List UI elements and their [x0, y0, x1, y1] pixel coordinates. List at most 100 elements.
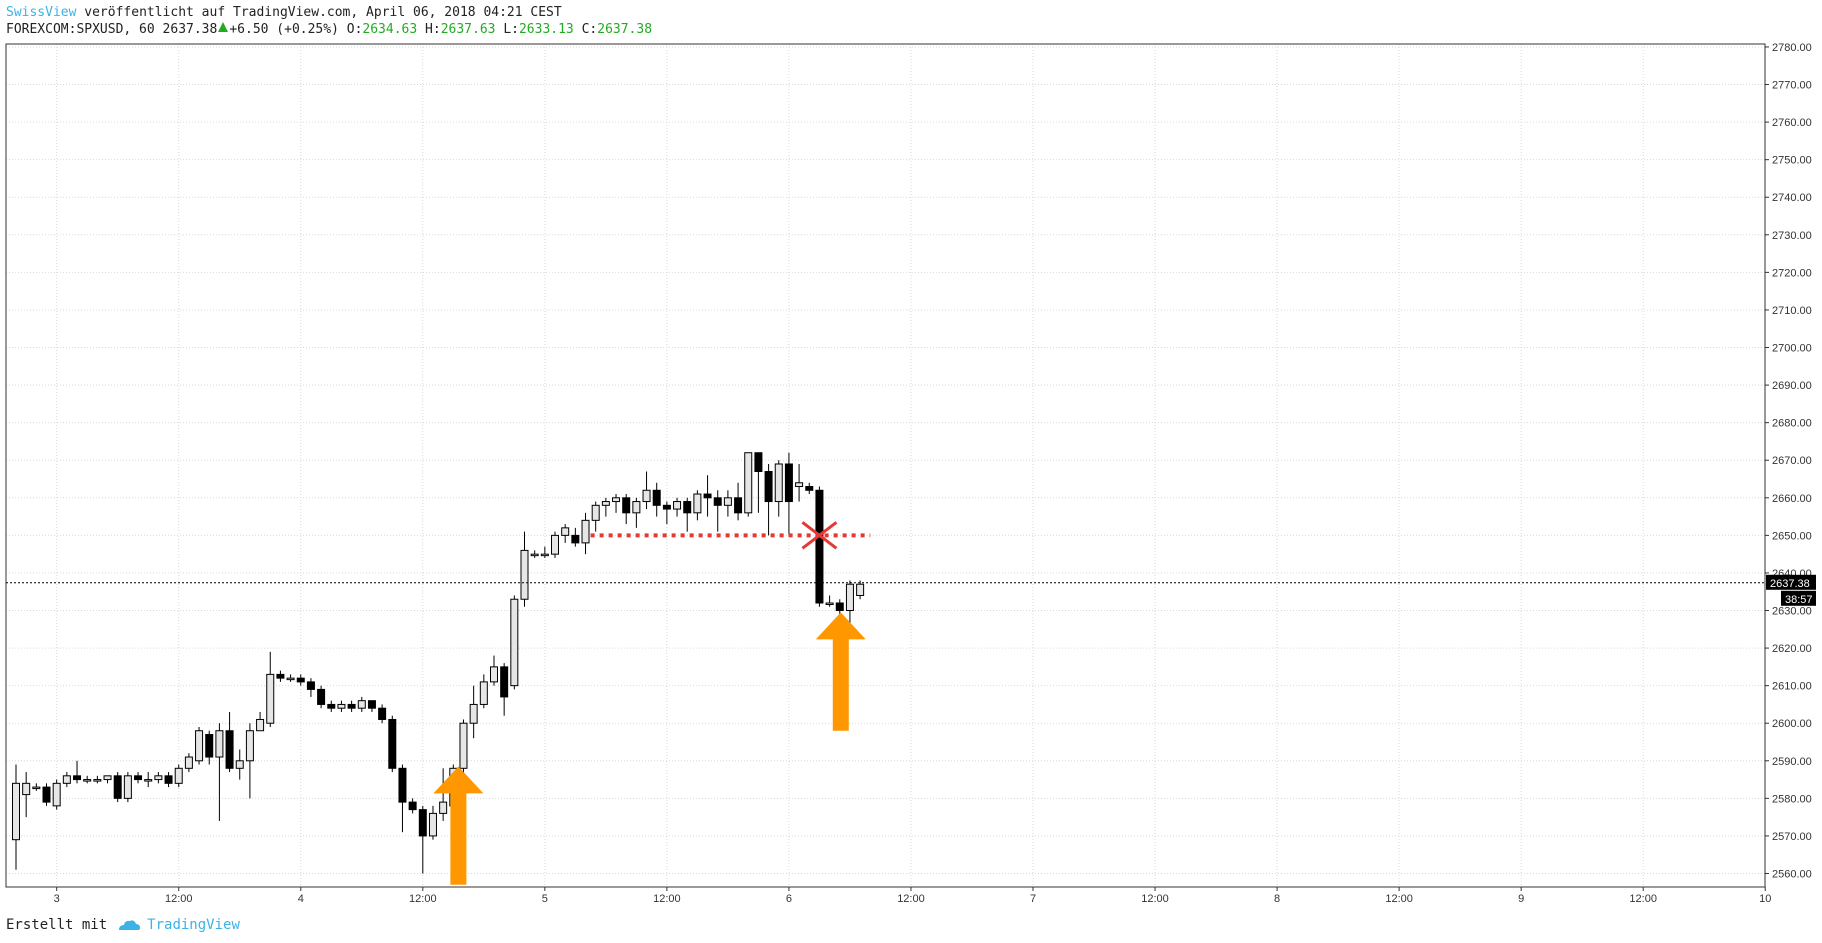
candle-up — [673, 501, 682, 510]
candle-up — [795, 482, 804, 488]
candle-up — [123, 775, 132, 799]
price-tick-label: 2700.00 — [1772, 343, 1812, 355]
candle-up — [12, 782, 20, 841]
candle-down — [42, 786, 51, 803]
time-tick-label: 12:00 — [897, 893, 925, 905]
price-tick-label: 2620.00 — [1772, 643, 1812, 655]
price-tick-label: 2690.00 — [1772, 380, 1812, 392]
candle-up — [195, 730, 204, 762]
footer: Erstellt mit TradingView — [6, 917, 240, 933]
time-axis[interactable]: 3 12:00 4 12:00 5 12:00 6 12:00 7 12:00 8 12:00 9 12:… — [54, 887, 1772, 905]
price-tick-label: 2590.00 — [1772, 756, 1812, 768]
candle-up — [551, 534, 560, 555]
candle-up — [52, 782, 61, 807]
cross-mark-icon — [801, 521, 838, 550]
candle-up — [439, 801, 448, 814]
candle-up — [103, 775, 112, 781]
time-tick-label: 6 — [786, 893, 792, 905]
candle-up — [612, 497, 621, 503]
candle-up — [845, 583, 854, 612]
candle-down — [703, 493, 712, 499]
price-tick-label: 2710.00 — [1772, 305, 1812, 317]
up-arrow-icon — [815, 612, 866, 731]
price-tick-label: 2760.00 — [1772, 117, 1812, 129]
candle-up — [32, 786, 41, 790]
price-tick-label: 2560.00 — [1772, 869, 1812, 881]
candle-up — [591, 504, 600, 521]
time-tick-label: 7 — [1030, 893, 1036, 905]
high-label: H: — [425, 22, 441, 37]
candle-down — [388, 718, 397, 769]
high-value: 2637.63 — [440, 22, 496, 37]
candle-up — [601, 501, 610, 506]
candle-up — [215, 730, 224, 758]
candle-up — [479, 681, 488, 705]
price-tick-label: 2570.00 — [1772, 831, 1812, 843]
ohlc-line: FOREXCOM:SPXUSD, 60 2637.38 +6.50 (+0.25%… — [6, 21, 652, 38]
publish-line: SwissView veröffentlicht auf TradingView… — [6, 4, 652, 21]
candle-down — [276, 673, 285, 679]
open-label: O: — [346, 22, 363, 37]
tradingview-link[interactable]: TradingView — [147, 917, 240, 933]
countdown-text: 38:57 — [1785, 594, 1813, 606]
candle-up — [256, 718, 265, 732]
time-tick-label: 10 — [1759, 893, 1771, 905]
created-with-text: Erstellt mit — [6, 917, 108, 933]
time-tick-label: 12:00 — [1629, 893, 1657, 905]
grid-layer — [6, 44, 1766, 887]
candle-down — [205, 733, 214, 758]
price-tick-label: 2750.00 — [1772, 155, 1812, 167]
annotations-layer — [433, 521, 871, 885]
current-price-tag: 2637.38 38:57 — [1766, 574, 1816, 606]
candle-up — [93, 779, 102, 782]
candle-up — [266, 673, 275, 724]
candle-down — [652, 489, 661, 506]
up-triangle-icon — [218, 22, 229, 32]
candlestick-chart[interactable]: 2560.00 2570.00 2580.00 2590.00 2600.00 2610.… — [0, 0, 1822, 910]
candle-up — [337, 703, 346, 709]
candle-down — [113, 775, 122, 799]
candle-up — [530, 553, 539, 557]
candle-up — [144, 779, 153, 782]
candle-up — [154, 775, 163, 781]
publish-text: veröffentlicht auf TradingView.com, Apri… — [84, 5, 562, 20]
price-tick-label: 2660.00 — [1772, 493, 1812, 505]
candle-down — [327, 703, 336, 709]
price-tick-label: 2680.00 — [1772, 418, 1812, 430]
candle-up — [642, 489, 651, 503]
candle-up — [489, 666, 498, 683]
close-label: C: — [581, 22, 598, 37]
candle-down — [764, 471, 773, 503]
candle-up — [581, 519, 590, 544]
open-value: 2634.63 — [362, 22, 418, 37]
candle-down — [622, 497, 631, 514]
candle-down — [225, 730, 234, 769]
time-tick-label: 12:00 — [1385, 893, 1413, 905]
price-tick-label: 2780.00 — [1772, 42, 1812, 54]
up-arrow-icon — [433, 766, 484, 885]
candle-up — [286, 677, 295, 681]
candle-down — [500, 666, 509, 698]
price-axis[interactable]: 2560.00 2570.00 2580.00 2590.00 2600.00 2610.… — [1765, 42, 1812, 881]
current-price-text: 2637.38 — [1770, 578, 1810, 590]
time-tick-label: 12:00 — [653, 893, 681, 905]
candle-up — [693, 493, 702, 514]
candle-up — [540, 553, 549, 557]
candle-down — [398, 767, 407, 803]
candle-up — [459, 722, 468, 769]
candle-up — [235, 760, 244, 769]
candle-up — [22, 782, 31, 796]
candle-up — [62, 775, 71, 784]
candle-down — [73, 775, 82, 781]
candle-up — [174, 767, 183, 784]
candle-up — [428, 812, 437, 837]
author-link[interactable]: SwissView — [6, 5, 77, 20]
candle-up — [510, 598, 519, 687]
candle-down — [306, 681, 315, 690]
candle-up — [184, 756, 193, 769]
last-price: 2637.38 — [162, 22, 218, 37]
candle-down — [683, 501, 692, 514]
candle-down — [734, 497, 743, 514]
candle-down — [571, 534, 580, 544]
time-tick-label: 12:00 — [165, 893, 193, 905]
